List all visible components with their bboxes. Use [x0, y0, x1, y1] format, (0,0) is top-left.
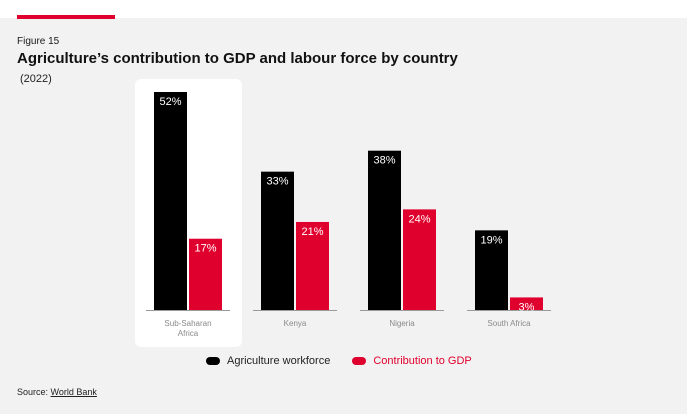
legend-label-workforce: Agriculture workforce [227, 355, 331, 367]
data-label-contribution-to-gdp-kenya: 21% [301, 226, 323, 238]
chart-title: Agriculture’s contribution to GDP and la… [17, 50, 458, 67]
legend-swatch-gdp [352, 357, 367, 365]
source-prefix: Source: [17, 387, 51, 397]
chart-panel [0, 18, 687, 414]
legend: Agriculture workforce Contribution to GD… [206, 355, 494, 367]
legend-label-gdp: Contribution to GDP [373, 355, 472, 367]
chart-subtitle: (2022) [20, 73, 52, 85]
category-label-line: Africa [178, 329, 199, 338]
bar-agriculture-workforce-sub-saharan-africa [154, 92, 187, 310]
data-label-agriculture-workforce-south-africa: 19% [480, 234, 502, 246]
bar-contribution-to-gdp-sub-saharan-africa [189, 238, 222, 310]
category-label-line: Kenya [284, 319, 307, 328]
bar-agriculture-workforce-nigeria [368, 150, 401, 310]
category-label-south-africa: South Africa [487, 319, 531, 328]
data-label-agriculture-workforce-kenya: 33% [266, 176, 288, 188]
legend-item-workforce: Agriculture workforce [206, 355, 330, 367]
legend-item-gdp: Contribution to GDP [352, 355, 472, 367]
category-label-sub-saharan-africa: Sub-Saharan Africa [164, 319, 211, 338]
bar-contribution-to-gdp-nigeria [403, 209, 436, 310]
bar-agriculture-workforce-south-africa [475, 230, 508, 310]
highlight-box [135, 79, 242, 347]
data-label-contribution-to-gdp-nigeria: 24% [408, 213, 430, 225]
legend-swatch-workforce [206, 357, 220, 365]
category-label-line: Sub-Saharan [164, 319, 211, 328]
bar-contribution-to-gdp-kenya [296, 221, 329, 310]
source-note: Source: World Bank [17, 387, 97, 397]
bar-contribution-to-gdp-south-africa [510, 297, 543, 310]
figure-label: Figure 15 [17, 36, 60, 47]
data-label-contribution-to-gdp-south-africa: 3% [519, 301, 535, 313]
category-label-nigeria: Nigeria [389, 319, 415, 328]
category-label-line: South Africa [487, 319, 531, 328]
data-label-agriculture-workforce-sub-saharan-africa: 52% [159, 96, 181, 108]
category-label-kenya: Kenya [284, 319, 307, 328]
data-label-agriculture-workforce-nigeria: 38% [373, 155, 395, 167]
bar-agriculture-workforce-kenya [261, 171, 294, 310]
source-link[interactable]: World Bank [50, 387, 97, 397]
category-label-line: Nigeria [389, 319, 415, 328]
accent-bar [17, 15, 115, 19]
data-label-contribution-to-gdp-sub-saharan-africa: 17% [194, 243, 216, 255]
